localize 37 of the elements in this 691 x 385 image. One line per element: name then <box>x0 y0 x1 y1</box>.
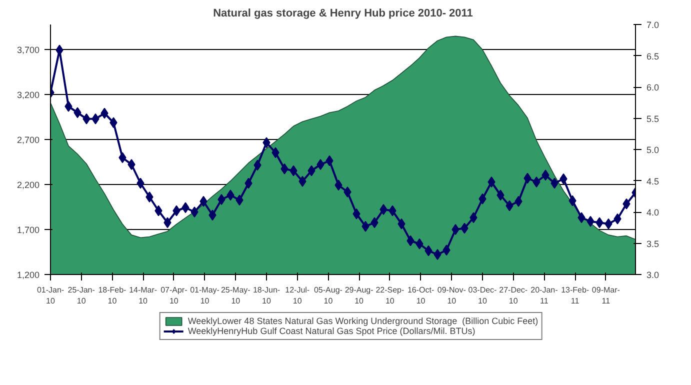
x-tick-label: 12-Jul-10 <box>285 286 310 306</box>
x-tick-label: 13-Feb-11 <box>561 286 590 306</box>
legend-label: WeeklyLower 48 States Natural Gas Working Underground Storage (Billion Cubic Feet) <box>188 316 538 326</box>
x-tick-label: 20-Jan-11 <box>530 286 558 306</box>
x-tick-label: 25-Jan-10 <box>68 286 96 306</box>
x-tick-label: 05-Aug-10 <box>314 286 343 306</box>
y2-tick-label: 6.0 <box>646 82 660 92</box>
y-tick-label: 1,200 <box>16 270 40 280</box>
y2-tick-label: 7.0 <box>646 20 660 30</box>
y-tick-label: 3,700 <box>16 45 40 56</box>
x-tick-label: 18-Jun-10 <box>252 286 280 306</box>
x-tick-label: 09-Nov-10 <box>437 286 466 306</box>
y2-tick-label: 3.0 <box>646 270 660 280</box>
x-tick-label: 03-Dec-10 <box>468 286 498 306</box>
y2-tick-label: 6.5 <box>646 51 660 62</box>
x-tick-label: 14-Mar-10 <box>129 286 158 306</box>
y-tick-label: 2,700 <box>16 135 40 146</box>
x-tick-label: 16-Oct-10 <box>407 286 434 306</box>
y2-tick-label: 5.5 <box>646 114 660 124</box>
x-tick-label: 01-Jan-10 <box>36 286 64 306</box>
x-tick-label: 07-Apr-10 <box>160 286 188 306</box>
x-tick-label: 29-Aug-10 <box>344 286 374 306</box>
x-tick-label: 18-Feb-10 <box>98 286 127 306</box>
x-tick-label: 27-Dec-10 <box>499 286 528 306</box>
y2-tick-label: 4.5 <box>646 176 660 186</box>
y-tick-label: 3,200 <box>16 90 40 100</box>
chart-title: Natural gas storage & Henry Hub price 2010- 2011 <box>213 8 473 20</box>
x-tick-label: 22-Sep-10 <box>376 286 404 306</box>
y2-tick-label: 3.5 <box>646 238 660 249</box>
x-tick-label: 25-May-10 <box>220 286 251 306</box>
y-tick-label: 2,200 <box>16 180 40 190</box>
y2-tick-label: 5.0 <box>646 145 660 155</box>
legend-label: WeeklyHenryHub Gulf Coast Natural Gas Spot Price (Dollars/Mil. BTUs) <box>188 326 476 336</box>
x-tick-label: 01-May-10 <box>190 286 220 306</box>
x-tick-label: 09-Mar-11 <box>592 286 620 306</box>
y-tick-label: 1,700 <box>16 225 40 236</box>
y2-tick-label: 4.0 <box>646 208 660 218</box>
